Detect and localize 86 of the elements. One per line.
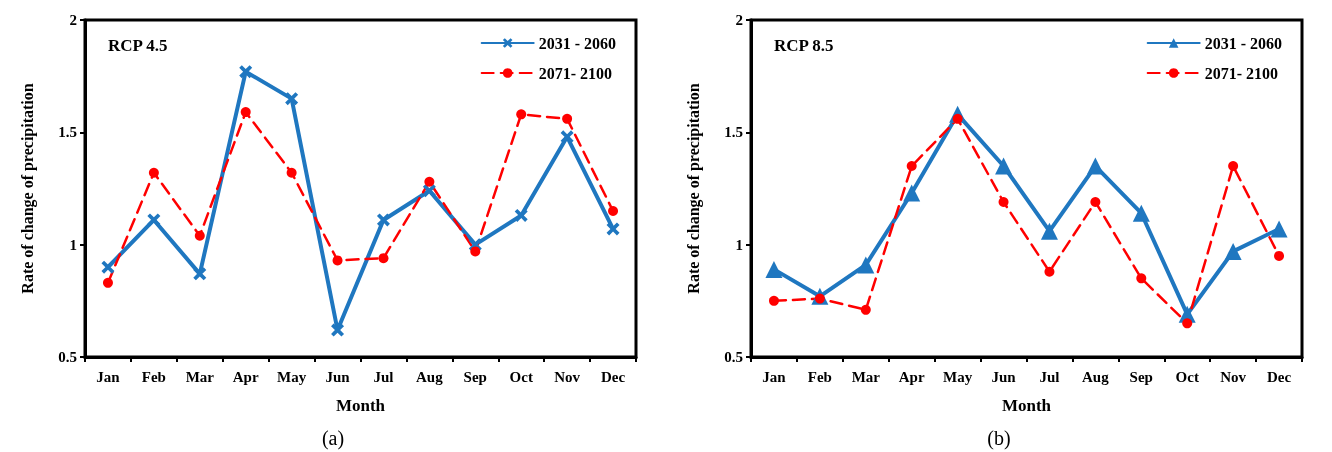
point <box>1090 196 1101 207</box>
x-tick-label: Mar <box>851 368 881 385</box>
point <box>148 167 159 178</box>
point <box>562 113 573 124</box>
point <box>285 92 299 106</box>
point <box>332 255 343 266</box>
point <box>424 176 435 187</box>
point <box>903 184 921 202</box>
x-tick-label: Jul <box>1039 368 1060 385</box>
x-tick-label: Sep <box>463 368 487 385</box>
point <box>1132 204 1150 222</box>
point <box>514 208 528 222</box>
x-tick-label: Jun <box>991 368 1017 385</box>
x-tick-label: Feb <box>141 368 166 385</box>
x-tick-label: Dec <box>1266 368 1292 385</box>
text: (b) <box>987 427 1011 450</box>
x-tick-label: May <box>277 368 307 385</box>
point <box>1224 242 1242 260</box>
point <box>1136 273 1147 284</box>
x-tick-label: Oct <box>1175 368 1199 385</box>
x-tick-label: Aug <box>1082 368 1110 385</box>
y-tick-label: 2 <box>735 12 743 28</box>
point <box>857 256 875 274</box>
point <box>470 246 481 257</box>
point <box>147 213 161 227</box>
text: (a) <box>321 427 345 450</box>
x-axis-title: Month <box>335 396 386 415</box>
point <box>286 167 297 178</box>
point <box>378 253 389 264</box>
point <box>376 213 390 227</box>
point <box>1182 318 1193 329</box>
point <box>1274 250 1285 261</box>
x-tick-label: Mar <box>185 368 215 385</box>
point <box>906 161 917 172</box>
point <box>606 222 620 236</box>
point <box>1040 222 1058 240</box>
point <box>101 260 115 274</box>
point <box>422 184 436 198</box>
point <box>608 205 619 216</box>
legend-label: 2071- 2100 <box>538 64 612 82</box>
legend-label: 2071- 2100 <box>1204 64 1278 82</box>
point <box>768 295 779 306</box>
y-tick-label: 1.5 <box>724 124 743 141</box>
point <box>1044 266 1055 277</box>
x-tick-label: Nov <box>554 368 581 385</box>
x-tick-label: May <box>943 368 973 385</box>
x-tick-label: Jan <box>96 368 121 385</box>
point <box>516 109 527 120</box>
x-tick-label: Jun <box>325 368 351 385</box>
y-axis-title: Rate of change of precipitation <box>684 83 703 294</box>
point <box>240 107 251 118</box>
x-tick-label: Sep <box>1129 368 1153 385</box>
x-tick-label: Aug <box>416 368 444 385</box>
x-tick-label: Dec <box>600 368 626 385</box>
point <box>1086 157 1104 175</box>
x-tick-label: Jan <box>762 368 787 385</box>
x-tick-label: Nov <box>1220 368 1247 385</box>
x-tick-label: Apr <box>232 368 259 385</box>
x-tick-label: Oct <box>509 368 533 385</box>
text: RCP 8.5 <box>774 36 834 55</box>
point <box>102 277 113 288</box>
point <box>1270 220 1288 238</box>
y-tick-label: 1.5 <box>58 124 77 141</box>
y-tick-label: 2 <box>69 12 77 28</box>
point <box>998 196 1009 207</box>
point <box>239 65 253 79</box>
x-tick-label: Feb <box>807 368 832 385</box>
point <box>860 304 871 315</box>
point <box>765 260 783 278</box>
text: RCP 4.5 <box>108 36 168 55</box>
y-axis-title: Rate of change of precipitation <box>18 83 37 294</box>
point <box>560 130 574 144</box>
point <box>194 230 205 241</box>
y-tick-label: 0.5 <box>724 349 743 365</box>
point <box>995 157 1013 175</box>
y-tick-label: 1 <box>735 236 743 253</box>
x-tick-label: Apr <box>898 368 925 385</box>
point <box>331 323 345 337</box>
x-axis-title: Month <box>1001 396 1052 415</box>
y-tick-label: 1 <box>69 236 77 253</box>
y-tick-label: 0.5 <box>58 349 77 365</box>
legend-label: 2031 - 2060 <box>538 34 616 52</box>
point <box>193 267 207 281</box>
point <box>1228 161 1239 172</box>
legend-label: 2031 - 2060 <box>1204 34 1282 52</box>
x-tick-label: Jul <box>373 368 394 385</box>
